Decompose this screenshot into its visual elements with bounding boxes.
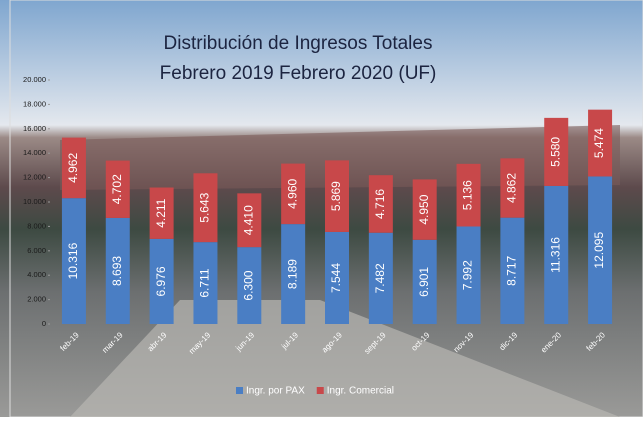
- value-label: 11.316: [548, 237, 562, 273]
- value-label: 6.901: [417, 267, 431, 297]
- y-tick-label: 0: [42, 319, 46, 328]
- legend-swatch: [317, 387, 324, 394]
- value-label: 8.717: [505, 255, 519, 285]
- y-tick-label: 14.000: [23, 148, 46, 157]
- y-tick-label: 8.000: [27, 221, 46, 230]
- y-tick-label: 4.000: [27, 270, 46, 279]
- value-label: 5.136: [461, 180, 475, 210]
- value-label: 8.189: [285, 259, 299, 289]
- legend-label: Ingr. Comercial: [327, 386, 394, 397]
- chart-title: Distribución de Ingresos Totales: [164, 33, 433, 54]
- value-label: 4.950: [417, 194, 431, 224]
- legend-swatch: [236, 387, 243, 394]
- value-label: 7.992: [461, 260, 475, 290]
- y-tick-label: 2.000: [27, 295, 46, 304]
- value-label: 5.869: [329, 181, 343, 211]
- value-label: 4.211: [154, 198, 168, 227]
- chart: Distribución de Ingresos Totales Febrero…: [0, 0, 643, 417]
- legend-label: Ingr. por PAX: [246, 386, 305, 397]
- value-label: 6.300: [241, 270, 255, 300]
- value-label: 4.962: [66, 153, 80, 183]
- value-label: 4.410: [241, 205, 255, 235]
- value-label: 8.693: [110, 256, 124, 286]
- value-label: 4.960: [285, 178, 299, 208]
- chart-subtitle: Febrero 2019 Febrero 2020 (UF): [160, 63, 437, 84]
- y-tick-label: 10.000: [23, 197, 46, 206]
- value-label: 7.544: [329, 263, 343, 293]
- value-label: 4.716: [373, 189, 387, 219]
- value-label: 4.702: [110, 174, 124, 204]
- y-tick-label: 16.000: [23, 124, 46, 133]
- value-label: 5.580: [548, 137, 562, 167]
- value-label: 5.643: [198, 192, 212, 222]
- y-tick-label: 20.000: [23, 75, 46, 84]
- value-label: 5.474: [592, 128, 606, 158]
- value-label: 7.482: [373, 263, 387, 293]
- value-label: 12.095: [592, 232, 606, 269]
- value-label: 6.976: [154, 266, 168, 296]
- value-label: 4.862: [505, 173, 519, 203]
- value-label: 10.316: [66, 242, 80, 279]
- y-tick-label: 12.000: [23, 173, 46, 182]
- value-label: 6.711: [198, 268, 212, 297]
- y-tick-label: 6.000: [27, 246, 46, 255]
- y-tick-label: 18.000: [23, 99, 46, 108]
